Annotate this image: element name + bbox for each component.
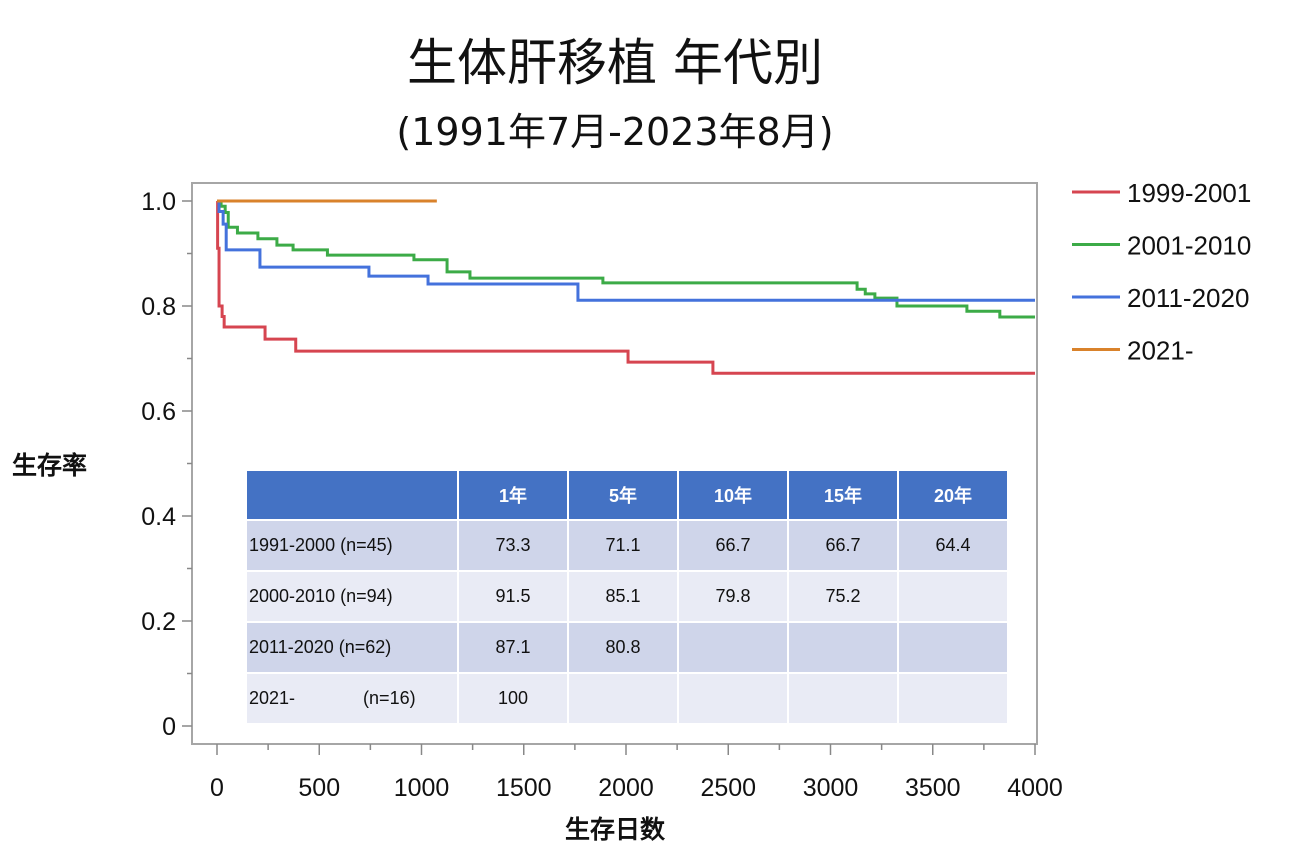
y-tick-label: 0 [162,713,176,741]
series-line-1999-2001 [216,199,1035,375]
row-group: 1991-2000 [249,535,336,555]
table-cell: 66.7 [679,521,787,570]
x-axis-label: 生存日数 [565,815,666,844]
table-cell: 64.4 [899,521,1007,570]
chart-title: 生体肝移植 年代別 [407,34,823,92]
x-axis: 0 500 1000 1500 2000 2500 3000 3500 4000 [210,744,1063,802]
row-n: (n=45) [340,535,393,555]
x-tick-label: 2000 [598,774,654,802]
y-tick-label: 0.6 [141,398,176,426]
legend-label: 2021- [1127,336,1194,366]
table-cell: 71.1 [569,521,677,570]
series-lines [216,199,1035,375]
table-row: 2021- (n=16) 100 [247,674,1007,723]
chart-subtitle: (1991年7月-2023年8月) [396,110,833,154]
table-cell: 91.5 [459,572,567,621]
x-tick-label: 1000 [394,774,450,802]
y-axis: 0 0.2 0.4 0.6 0.8 1.0 [141,188,192,741]
row-n: (n=94) [340,586,393,606]
legend-label: 2011-2020 [1127,283,1249,313]
table-cell: 87.1 [459,623,567,672]
table-cell [679,623,787,672]
table-row: 1991-2000 (n=45) 73.3 71.1 66.7 66.7 64.4 [247,521,1007,570]
y-axis-label: 生存率 [12,451,87,480]
legend-label: 2001-2010 [1127,231,1251,261]
table-header-blank [247,471,457,519]
row-label: 1991-2000 (n=45) [247,521,457,570]
table-cell [679,674,787,723]
row-label: 2011-2020 (n=62) [247,623,457,672]
x-tick-label: 3500 [905,774,961,802]
table-header-20yr: 20年 [899,471,1007,519]
table-cell: 73.3 [459,521,567,570]
x-tick-label: 4000 [1007,774,1063,802]
table-cell [789,674,897,723]
legend-label: 1999-2001 [1127,178,1251,208]
table-cell [899,674,1007,723]
table-header-1yr: 1年 [459,471,567,519]
table-header-15yr: 15年 [789,471,897,519]
x-tick-label: 3000 [803,774,859,802]
table-cell [899,572,1007,621]
legend: 1999-2001 2001-2010 2011-2020 2021- [1072,178,1251,366]
x-tick-label: 2500 [700,774,756,802]
table-cell [899,623,1007,672]
row-label: 2000-2010 (n=94) [247,572,457,621]
row-group: 2000-2010 [249,586,336,606]
table-cell: 79.8 [679,572,787,621]
row-group: 2021- [249,688,296,708]
row-group: 2011-2020 [249,637,334,657]
table-row: 2011-2020 (n=62) 87.1 80.8 [247,623,1007,672]
survival-rate-table: 1年 5年 10年 15年 20年 1991-2000 (n=45) 73.3 71.… [245,469,1009,725]
table-header-10yr: 10年 [679,471,787,519]
series-line-2001-2010 [217,199,1035,319]
y-tick-label: 0.4 [141,503,176,531]
y-tick-label: 0.8 [141,293,176,321]
table-header-5yr: 5年 [569,471,677,519]
table-cell: 85.1 [569,572,677,621]
series-line-2011-2020 [217,199,1035,302]
y-tick-label: 1.0 [141,188,176,216]
row-n: (n=16) [363,688,416,708]
table-cell: 75.2 [789,572,897,621]
y-tick-label: 0.2 [141,608,176,636]
table-header-row: 1年 5年 10年 15年 20年 [247,471,1007,519]
table-cell: 100 [459,674,567,723]
row-n: (n=62) [338,637,392,657]
x-tick-label: 1500 [496,774,552,802]
row-label: 2021- (n=16) [247,674,457,723]
x-tick-label: 500 [298,774,340,802]
table-cell: 66.7 [789,521,897,570]
table-cell: 80.8 [569,623,677,672]
table-cell [789,623,897,672]
table-row: 2000-2010 (n=94) 91.5 85.1 79.8 75.2 [247,572,1007,621]
table-cell [569,674,677,723]
x-tick-label: 0 [210,774,224,802]
